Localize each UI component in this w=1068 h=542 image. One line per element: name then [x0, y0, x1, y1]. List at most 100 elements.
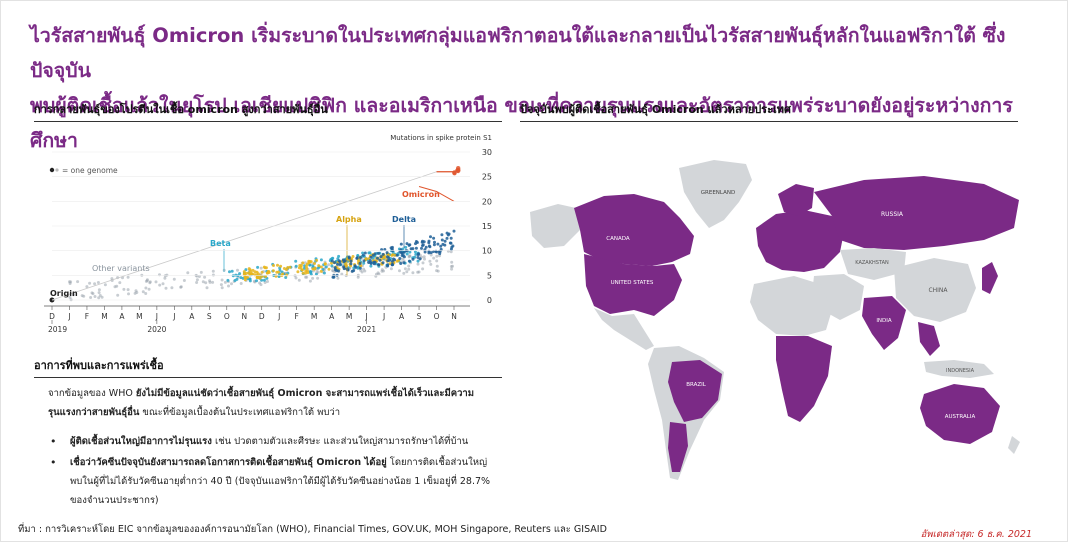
chart-point-delta [438, 252, 442, 256]
chart-point-other-variants [239, 282, 243, 285]
chart-point-other-variants [158, 283, 162, 287]
chart-point-delta [439, 247, 443, 251]
chart-point-delta [338, 260, 342, 264]
map-region-russia [814, 176, 1019, 250]
chart-point-other-variants [127, 292, 130, 296]
finding-rest: โดยการติดเชื้อส่วนใหญ่พบในผู้ที่ไม่ได้รั… [70, 457, 491, 506]
who-paragraph: จากข้อมูลของ WHO ยังไม่มีข้อมูลแน่ชัดว่า… [48, 384, 498, 422]
chart-point-other-variants [147, 287, 151, 291]
x-tick-label: A [119, 312, 125, 321]
map-region-india [862, 296, 906, 350]
chart-point-other-variants [446, 249, 450, 253]
chart-point-delta [423, 250, 427, 254]
map-region-brazil [668, 360, 722, 422]
chart-point-other-variants [336, 276, 340, 280]
legend-label: = one genome [62, 166, 118, 175]
chart-point-other-variants [258, 281, 262, 285]
map-region-se-asia [918, 322, 940, 356]
chart-point-other-variants [219, 283, 223, 287]
map-label-brazil: BRAZIL [686, 382, 707, 388]
x-tick-label: A [329, 312, 335, 321]
chart-point-other-variants [113, 285, 117, 289]
chart-point-alpha [296, 270, 300, 274]
chart-point-delta [362, 259, 366, 263]
chart-point-delta [342, 267, 346, 271]
chart-point-beta [330, 257, 334, 261]
chart-point-delta [390, 263, 394, 266]
chart-point-delta [398, 257, 402, 260]
x-tick-label: S [207, 312, 212, 321]
annotation-beta: Beta [210, 239, 231, 248]
chart-point-alpha [258, 276, 262, 280]
chart-point-other-variants [429, 262, 433, 266]
x-tick-label: A [189, 312, 195, 321]
chart-point-other-variants [220, 286, 224, 290]
mutation-section-title: การกลายพันธุ์ของโปรตีนในเชื้อ omicron สู… [34, 100, 502, 122]
chart-point-delta [440, 238, 444, 242]
chart-point-delta [378, 258, 382, 262]
chart-point-delta [372, 260, 376, 264]
chart-point-other-variants [407, 264, 411, 268]
legend-dot-trail [55, 168, 59, 172]
chart-point-delta [423, 248, 427, 252]
chart-point-beta [244, 268, 248, 272]
x-tick-label: J [155, 312, 158, 321]
chart-point-alpha [272, 264, 275, 267]
chart-point-other-variants [179, 285, 183, 289]
chart-point-alpha [256, 276, 259, 280]
chart-point-other-variants [398, 269, 401, 273]
chart-point-other-variants [403, 267, 407, 271]
chart-point-delta [439, 244, 443, 248]
chart-points-group [49, 166, 461, 303]
chart-point-other-variants [407, 255, 411, 259]
chart-point-other-variants [76, 280, 80, 284]
chart-point-alpha [364, 257, 368, 261]
chart-point-other-variants [103, 283, 107, 287]
omicron-branch-line [418, 186, 455, 202]
chart-point-other-variants [230, 282, 233, 286]
source-note: ที่มา : การวิเคราะห์โดย EIC จากข้อมูลของ… [18, 524, 607, 535]
chart-point-beta [302, 266, 306, 270]
x-tick-label: D [49, 312, 55, 321]
chart-point-alpha [309, 260, 313, 264]
chart-point-alpha [264, 266, 268, 270]
map-label-russia: RUSSIA [881, 211, 904, 218]
chart-point-other-variants [72, 293, 75, 297]
chart-point-beta [416, 259, 420, 263]
finding-item-mild-symptoms: • ผู้ติดเชื้อส่วนใหญ่มีอาการไม่รุนแรง เช… [48, 432, 498, 451]
x-tick-label: J [364, 312, 367, 321]
chart-point-delta [446, 233, 450, 237]
chart-point-other-variants [405, 270, 409, 274]
chart-point-other-variants [259, 266, 263, 270]
map-label-canada: CANADA [606, 236, 630, 242]
chart-point-other-variants [450, 267, 454, 271]
chart-point-beta [255, 279, 258, 283]
chart-point-beta [231, 274, 235, 278]
chart-point-other-variants [263, 281, 267, 284]
chart-point-other-variants [402, 271, 406, 275]
world-map-svg: GREENLAND CANADA UNITED STATES RUSSIA KA… [530, 160, 1020, 480]
chart-point-other-variants [211, 280, 215, 284]
chart-point-beta [277, 275, 281, 278]
chart-point-alpha [300, 268, 304, 272]
map-label-australia: AUSTRALIA [945, 414, 976, 420]
chart-point-beta [337, 254, 341, 258]
chart-point-other-variants [411, 271, 415, 275]
x-tick-label: A [399, 312, 405, 321]
chart-point-alpha [242, 270, 246, 274]
chart-point-other-variants [144, 292, 148, 295]
chart-point-beta [294, 259, 298, 263]
chart-point-beta [256, 265, 260, 269]
x-tick-label: D [259, 312, 265, 321]
chart-point-other-variants [88, 281, 92, 285]
chart-point-alpha [250, 272, 254, 276]
chart-point-delta [411, 257, 415, 261]
chart-point-delta [380, 248, 384, 252]
chart-point-alpha [258, 274, 262, 278]
chart-point-alpha [391, 253, 395, 257]
chart-point-other-variants [389, 267, 393, 271]
chart-point-beta [404, 245, 408, 249]
map-region-usa [584, 254, 682, 316]
chart-point-alpha [315, 258, 319, 262]
chart-point-other-variants [80, 294, 84, 298]
